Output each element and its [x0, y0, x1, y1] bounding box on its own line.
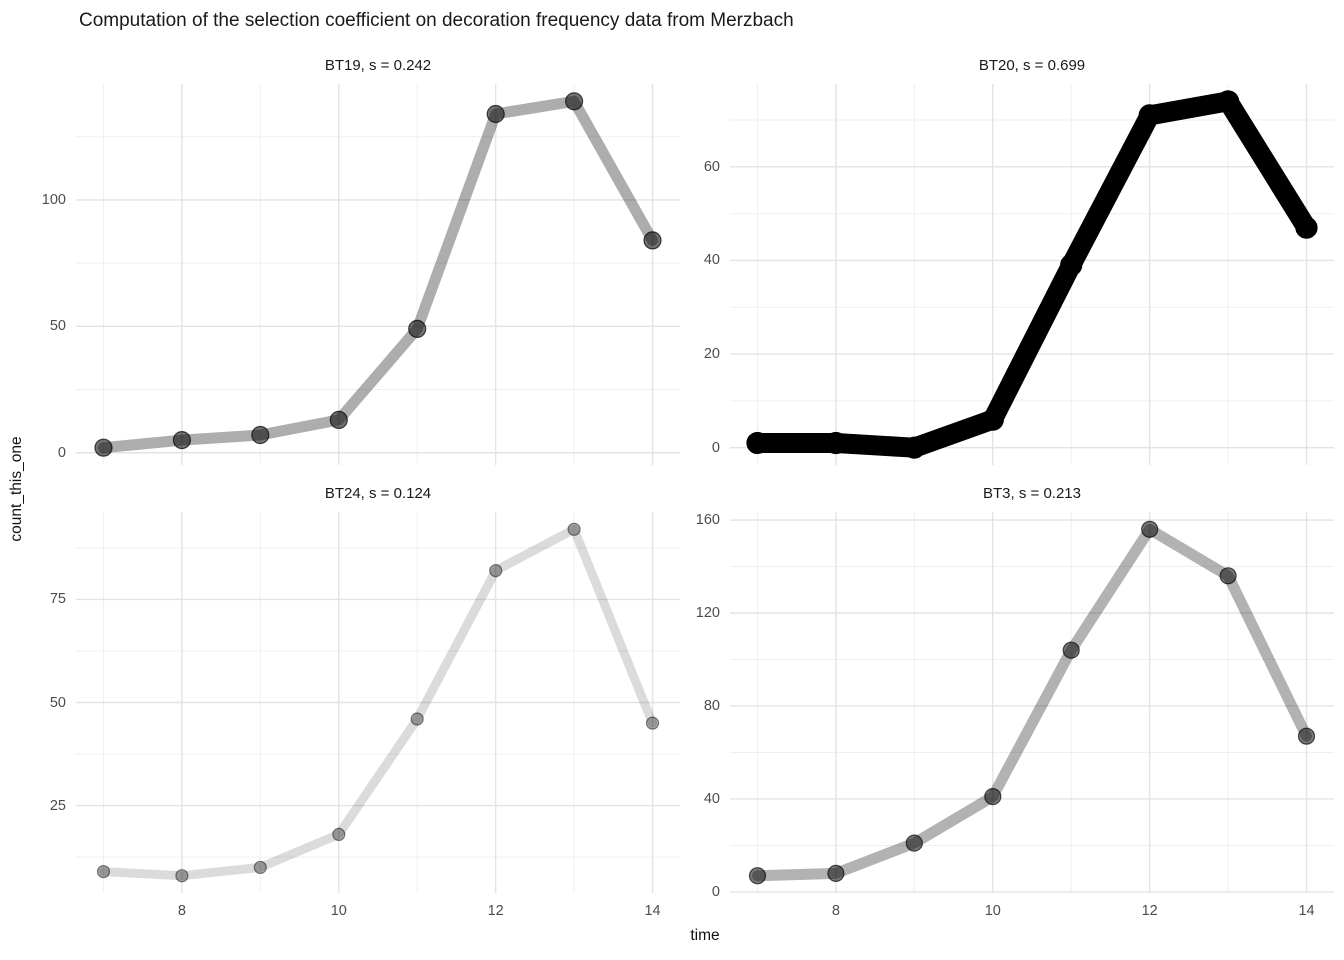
data-point-bt24-t7 [96, 865, 111, 879]
data-point-bt19-t11 [408, 319, 427, 338]
data-point-bt20-t10 [981, 408, 1004, 431]
y-tick-label: 0 [711, 439, 720, 456]
data-point-bt3-t12 [1141, 520, 1159, 538]
data-point-bt19-t10 [329, 410, 348, 429]
y-tick-label: 40 [703, 790, 720, 807]
data-point-bt19-t13 [565, 92, 584, 111]
x-tick-label: 14 [1298, 903, 1315, 919]
y-tick-label: 40 [703, 252, 720, 269]
x-axis-title: time [690, 927, 720, 944]
series-line-bt20 [747, 91, 1317, 458]
data-point-bt3-t7 [748, 867, 767, 885]
series-line-bt3 [752, 523, 1312, 882]
data-point-bt3-t13 [1219, 567, 1237, 585]
plot-title: Computation of the selection coefficient… [79, 10, 794, 31]
data-point-bt20-t11 [1060, 254, 1083, 277]
y-tick-label: 75 [49, 591, 66, 608]
y-tick-label: 50 [49, 694, 66, 711]
data-point-bt24-t11 [410, 712, 424, 726]
y-tick-label: 100 [41, 191, 66, 208]
data-point-bt20-t14 [1295, 216, 1318, 239]
y-tick-label: 160 [695, 512, 720, 529]
data-point-bt20-t12 [1138, 104, 1161, 127]
series-line-bt24 [99, 524, 657, 881]
data-point-bt24-t8 [175, 869, 189, 883]
data-point-bt3-t8 [827, 864, 845, 882]
data-point-bt24-t14 [645, 716, 660, 730]
data-point-bt3-t10 [984, 788, 1002, 806]
facet-strip-bt3: BT3, s = 0.213 [983, 485, 1081, 502]
data-point-bt20-t8 [824, 431, 848, 455]
x-tick-label: 10 [984, 903, 1001, 919]
data-point-bt3-t9 [905, 834, 923, 852]
data-point-bt3-t11 [1062, 641, 1080, 659]
x-tick-label: 8 [177, 903, 186, 919]
data-point-bt20-t13 [1217, 90, 1240, 113]
data-point-bt19-t9 [251, 425, 270, 445]
y-tick-label: 50 [49, 318, 66, 335]
y-axis-title: count_this_one [8, 436, 25, 542]
y-tick-label: 60 [703, 158, 720, 175]
data-point-bt24-t9 [253, 860, 267, 874]
facet-panel-bt3 [730, 512, 1334, 893]
y-tick-label: 120 [695, 605, 720, 621]
data-point-bt24-t12 [489, 563, 503, 578]
data-point-bt24-t13 [567, 522, 581, 536]
series-line-bt19 [98, 95, 658, 454]
facet-panel-bt24 [76, 512, 680, 893]
data-point-bt3-t14 [1297, 727, 1316, 745]
facet-panel-bt20 [730, 84, 1334, 465]
facet-strip-bt20: BT20, s = 0.699 [978, 57, 1086, 74]
y-tick-label: 80 [703, 697, 720, 714]
y-tick-label: 20 [703, 346, 720, 363]
x-tick-label: 10 [330, 903, 347, 919]
data-point-bt20-t9 [903, 436, 926, 459]
x-tick-label: 12 [1141, 903, 1158, 919]
data-point-bt19-t12 [486, 104, 505, 124]
x-tick-label: 12 [487, 903, 504, 919]
x-tick-label: 8 [831, 903, 840, 919]
facet-strip-bt24: BT24, s = 0.124 [324, 485, 432, 502]
y-tick-label: 0 [57, 444, 66, 461]
y-tick-label: 25 [49, 797, 66, 814]
facet-strip-bt19: BT19, s = 0.242 [324, 57, 432, 74]
y-tick-label: 0 [711, 883, 720, 900]
data-point-bt19-t7 [94, 438, 113, 457]
x-tick-label: 14 [644, 903, 661, 919]
facet-panel-bt19 [76, 84, 680, 465]
data-point-bt19-t14 [643, 231, 662, 250]
data-point-bt19-t8 [172, 431, 192, 450]
data-point-bt24-t10 [332, 827, 346, 841]
data-point-bt20-t7 [746, 431, 769, 455]
